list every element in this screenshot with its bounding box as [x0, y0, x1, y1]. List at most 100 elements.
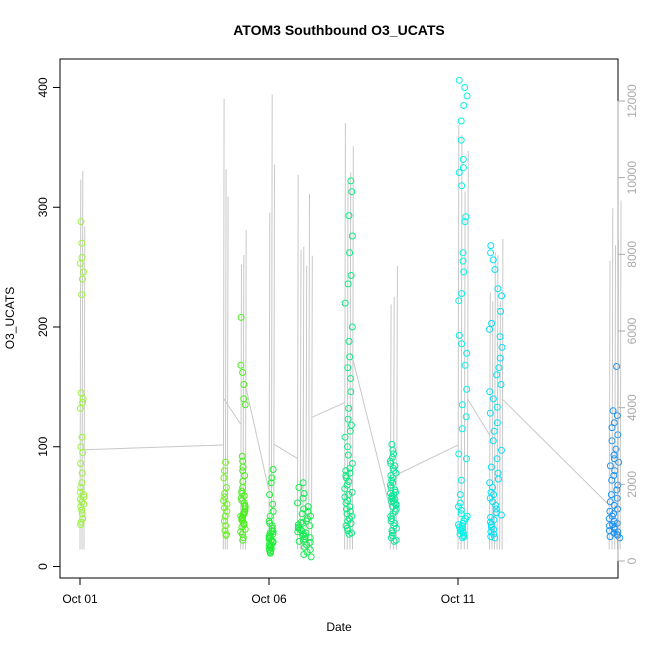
- data-point: [347, 177, 355, 185]
- data-point: [344, 415, 352, 423]
- data-point: [455, 331, 463, 339]
- data-point: [491, 534, 499, 542]
- data-point: [609, 407, 617, 415]
- data-point: [606, 498, 614, 506]
- y-tick-label: 200: [36, 317, 50, 337]
- data-point: [497, 381, 505, 388]
- altitude-profile: [608, 200, 622, 550]
- data-point: [222, 484, 230, 491]
- data-point: [493, 455, 501, 463]
- data-point: [221, 490, 229, 497]
- data-point: [266, 491, 274, 499]
- data-point: [345, 337, 353, 345]
- data-point: [238, 452, 246, 460]
- data-point: [459, 249, 467, 257]
- data-point: [300, 490, 308, 497]
- data-point: [462, 413, 470, 421]
- data-point: [490, 427, 498, 435]
- data-point: [489, 395, 497, 403]
- data-point: [463, 92, 471, 100]
- data-point: [606, 533, 614, 541]
- data-point: [239, 536, 247, 544]
- chart-title: ATOM3 Southbound O3_UCATS: [233, 22, 445, 38]
- data-point: [461, 84, 469, 91]
- altitude-profile: [489, 238, 504, 550]
- data-point: [221, 493, 229, 501]
- data-point: [462, 455, 470, 463]
- data-point: [493, 371, 501, 379]
- y2-tick-label: 6000: [625, 317, 639, 344]
- data-point: [266, 549, 274, 557]
- data-point: [294, 521, 302, 529]
- data-point: [269, 500, 277, 508]
- data-point: [77, 389, 85, 397]
- y-axis-right: 0 2000 4000 6000 8000 10000 12000: [617, 84, 639, 564]
- data-point: [457, 476, 465, 484]
- data-point: [78, 433, 86, 441]
- data-point: [76, 488, 84, 496]
- data-point: [494, 475, 502, 483]
- data-point: [455, 76, 463, 84]
- data-point: [496, 354, 504, 362]
- data-point: [487, 523, 495, 531]
- data-point: [487, 249, 495, 257]
- data-point: [345, 404, 353, 412]
- data-point: [492, 505, 500, 513]
- data-point: [496, 333, 504, 341]
- data-point: [390, 450, 397, 458]
- data-point: [294, 499, 301, 507]
- data-point: [347, 272, 355, 279]
- transit-line: [396, 444, 459, 476]
- data-point: [341, 299, 349, 307]
- data-point: [492, 501, 500, 509]
- data-point: [608, 424, 616, 432]
- data-point: [460, 102, 468, 109]
- data-point: [489, 437, 497, 445]
- data-point: [462, 213, 470, 221]
- y-tick-label: 0: [36, 563, 50, 570]
- data-point: [459, 529, 467, 537]
- data-point: [459, 534, 467, 542]
- data-point: [344, 364, 352, 372]
- data-point: [346, 353, 354, 361]
- data-point: [77, 443, 85, 451]
- data-point: [463, 349, 471, 357]
- data-point: [455, 450, 463, 458]
- data-point: [298, 510, 306, 518]
- data-point: [238, 490, 246, 497]
- data-point: [79, 398, 87, 406]
- data-point: [345, 478, 353, 485]
- data-point: [80, 268, 87, 276]
- data-point: [77, 218, 85, 226]
- data-point: [348, 512, 356, 520]
- data-point: [301, 533, 309, 541]
- data-point: [612, 445, 620, 453]
- data-point: [299, 479, 307, 487]
- data-point: [267, 479, 275, 487]
- data-point: [77, 484, 85, 491]
- data-point: [497, 307, 504, 315]
- altitude-profile: [344, 123, 354, 550]
- data-point: [298, 519, 306, 527]
- data-point: [493, 403, 501, 411]
- data-point: [344, 527, 352, 535]
- data-point: [392, 488, 400, 496]
- data-point: [458, 290, 466, 297]
- x-axis-label: Date: [326, 620, 352, 634]
- data-point: [344, 443, 351, 451]
- data-point: [457, 136, 465, 144]
- data-point: [489, 484, 497, 491]
- data-point: [613, 486, 621, 494]
- data-point: [610, 451, 618, 459]
- data-point: [459, 257, 467, 265]
- data-point: [78, 469, 86, 477]
- data-point: [495, 364, 503, 372]
- data-point: [344, 280, 352, 288]
- data-point: [497, 511, 505, 519]
- data-point: [498, 446, 505, 454]
- data-point: [223, 507, 231, 515]
- y2-tick-label: 4000: [625, 394, 639, 421]
- y2-tick-label: 12000: [625, 84, 639, 118]
- data-point: [389, 529, 396, 537]
